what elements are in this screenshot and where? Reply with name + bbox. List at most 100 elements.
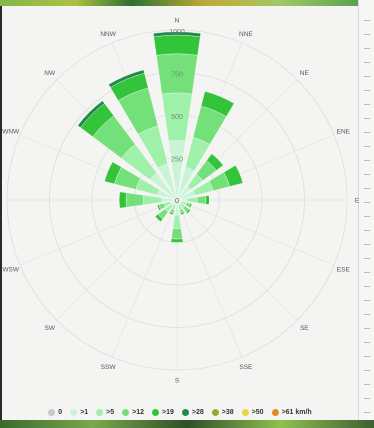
side-tick xyxy=(364,188,370,189)
petal-segment-w-bin4 xyxy=(119,191,127,209)
petal-segment-n-bin5 xyxy=(153,31,201,37)
side-tick xyxy=(364,76,370,77)
grid-spoke xyxy=(111,199,178,358)
petal-segment-e-bin4 xyxy=(205,195,210,205)
legend-item[interactable]: >50 xyxy=(241,408,264,416)
side-tick xyxy=(364,258,370,259)
petal-segment-ese-bin4 xyxy=(188,203,193,209)
petal-segment-wnw-bin4 xyxy=(104,161,122,185)
direction-label-w: W xyxy=(0,198,1,205)
petal-segment-n-bin4 xyxy=(153,34,201,56)
side-tick xyxy=(364,48,370,49)
direction-label-ssw: SSW xyxy=(101,364,117,371)
side-tick xyxy=(364,202,370,203)
direction-label-e: E xyxy=(355,198,360,205)
grid-spoke xyxy=(19,199,178,266)
side-tick xyxy=(364,244,370,245)
grid-spoke xyxy=(176,199,298,321)
direction-label-se: SE xyxy=(300,325,309,332)
top-strip xyxy=(0,0,374,6)
legend-item[interactable]: >1 xyxy=(70,408,89,416)
direction-label-nw: NW xyxy=(44,70,56,77)
petal-segment-e-bin3 xyxy=(196,195,207,205)
petal-segment-w-bin2 xyxy=(142,194,163,206)
legend-swatch xyxy=(152,408,160,416)
legend-swatch xyxy=(70,408,78,416)
legend-label: 0 xyxy=(58,408,63,416)
petal-segment-nw-bin5 xyxy=(77,100,105,128)
legend-item[interactable]: >5 xyxy=(96,408,115,416)
petal-segment-ssw-bin4 xyxy=(168,211,174,216)
direction-label-n: N xyxy=(175,18,180,25)
petal-segment-sse-bin4 xyxy=(180,211,186,216)
petal-segment-nne-bin4 xyxy=(200,91,235,117)
side-tick xyxy=(364,328,370,329)
side-tick xyxy=(364,174,370,175)
direction-label-ene: ENE xyxy=(337,129,351,136)
side-tick xyxy=(364,398,370,399)
legend-swatch xyxy=(96,408,104,416)
side-tick xyxy=(364,230,370,231)
legend-swatch xyxy=(181,408,189,416)
legend-swatch xyxy=(48,408,56,416)
side-tick xyxy=(364,300,370,301)
legend-label: >12 xyxy=(132,408,145,416)
legend-label: >5 xyxy=(106,408,115,416)
side-tick xyxy=(364,216,370,217)
side-tick xyxy=(364,384,370,385)
petal-segment-wsw-bin4 xyxy=(156,204,162,211)
direction-labels: N NNE NE ENE E ESE SE SSE S SSW SW WSW W WNW NW NNW xyxy=(0,18,360,385)
petal-segment-e-bin2 xyxy=(186,196,198,204)
side-tick xyxy=(364,20,370,21)
legend-label: >19 xyxy=(162,408,174,416)
side-tick xyxy=(364,104,370,105)
legend-item[interactable]: >12 xyxy=(122,408,145,416)
petal-segment-se-bin4 xyxy=(185,208,191,214)
radial-tick-250: 250 xyxy=(171,157,183,164)
legend-swatch xyxy=(271,408,279,416)
legend-label: >50 xyxy=(251,408,264,416)
side-tick xyxy=(364,412,370,413)
petal-segment-ene-bin4 xyxy=(223,165,244,187)
side-tick xyxy=(364,118,370,119)
legend-item[interactable]: >19 xyxy=(152,408,174,416)
petal-segment-s-bin2 xyxy=(172,214,182,230)
direction-label-wnw: WNW xyxy=(2,129,20,136)
petal-segment-n-bin1 xyxy=(168,140,186,201)
direction-label-ne: NE xyxy=(300,70,310,77)
legend-item[interactable]: >38 xyxy=(211,408,234,416)
legend-label: >61 km/h xyxy=(281,408,312,416)
legend-swatch xyxy=(241,408,249,416)
side-tick xyxy=(364,314,370,315)
side-tick xyxy=(364,370,370,371)
direction-label-wsw: WSW xyxy=(2,266,19,273)
side-tick xyxy=(364,132,370,133)
side-tick xyxy=(364,62,370,63)
direction-label-sw: SW xyxy=(44,325,55,332)
petal-segment-s-bin3 xyxy=(171,228,183,240)
radial-tick-labels: 250 500 750 1000 0 xyxy=(169,29,185,205)
petal-segment-w-bin3 xyxy=(125,192,144,208)
direction-label-ese: ESE xyxy=(337,266,351,273)
side-tick xyxy=(364,34,370,35)
legend-item[interactable]: >61 km/h xyxy=(271,408,312,416)
legend-item[interactable]: 0 xyxy=(48,408,63,416)
legend-label: >28 xyxy=(191,408,204,416)
legend-swatch xyxy=(122,408,130,416)
legend-swatch xyxy=(211,408,219,416)
legend-label: >38 xyxy=(221,408,234,416)
radial-tick-500: 500 xyxy=(171,114,183,121)
side-tick xyxy=(364,146,370,147)
direction-label-nne: NNE xyxy=(239,31,253,38)
petal-segment-nnw-bin5 xyxy=(108,69,145,88)
petal-segment-ne-bin4 xyxy=(206,153,224,171)
wind-petals xyxy=(77,31,244,243)
side-tick xyxy=(364,272,370,273)
legend-label: >1 xyxy=(80,408,89,416)
direction-label-sse: SSE xyxy=(239,364,253,371)
bottom-strip xyxy=(0,420,374,428)
petal-segment-sw-bin4 xyxy=(154,214,163,223)
side-tick xyxy=(364,286,370,287)
legend-item[interactable]: >28 xyxy=(181,408,204,416)
